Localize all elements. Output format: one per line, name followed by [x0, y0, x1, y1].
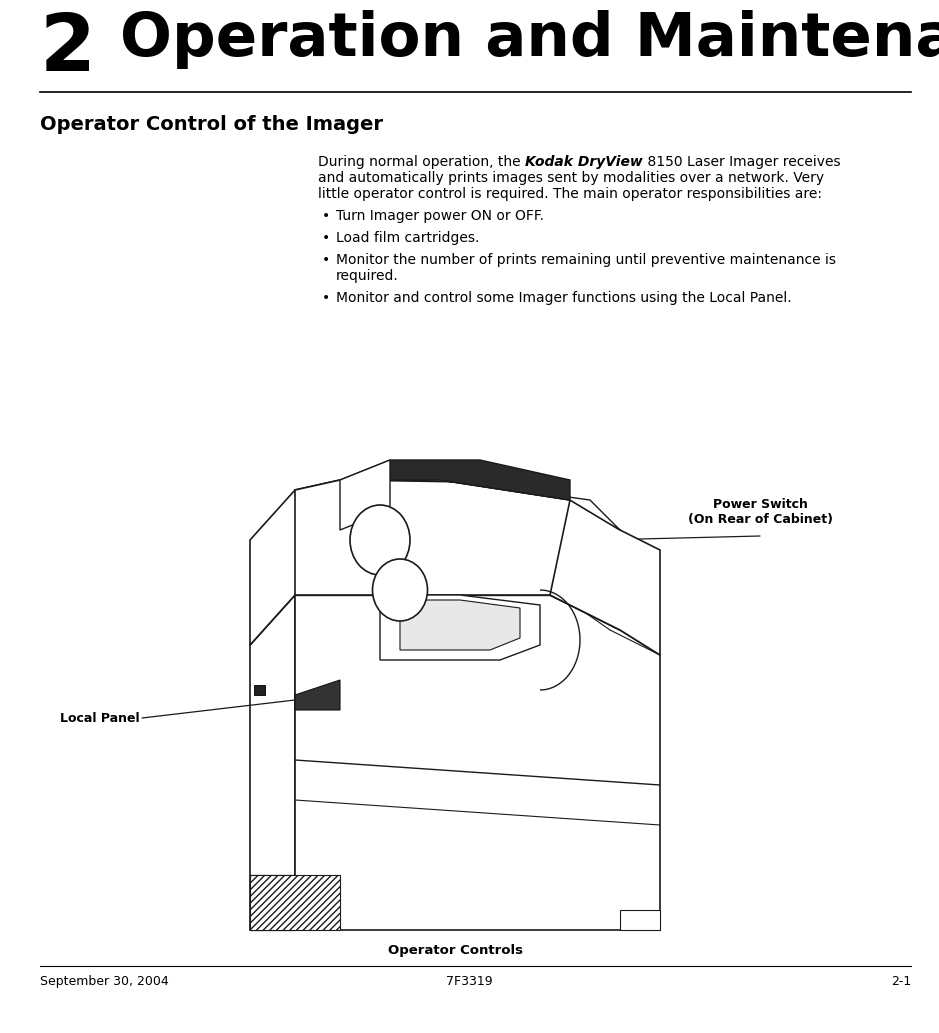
Polygon shape [250, 595, 295, 930]
Polygon shape [550, 500, 660, 655]
Polygon shape [254, 685, 265, 695]
Text: Kodak DryView: Kodak DryView [525, 155, 643, 169]
Text: During normal operation, the: During normal operation, the [318, 155, 525, 169]
Polygon shape [250, 875, 340, 930]
Polygon shape [250, 875, 295, 930]
Text: •: • [322, 291, 331, 305]
Text: •: • [322, 209, 331, 223]
Polygon shape [620, 910, 660, 930]
Text: •: • [322, 253, 331, 267]
Text: and automatically prints images sent by modalities over a network. Very: and automatically prints images sent by … [318, 171, 824, 185]
Text: Local Panel: Local Panel [60, 712, 140, 724]
Text: 8150 Laser Imager receives: 8150 Laser Imager receives [643, 155, 840, 169]
Text: Monitor the number of prints remaining until preventive maintenance is: Monitor the number of prints remaining u… [336, 253, 836, 267]
Text: 2: 2 [40, 10, 96, 88]
Text: 7F3319: 7F3319 [446, 975, 492, 988]
Polygon shape [340, 460, 390, 530]
Polygon shape [250, 480, 340, 645]
Text: Load film cartridges.: Load film cartridges. [336, 231, 480, 245]
Polygon shape [295, 680, 340, 710]
Ellipse shape [350, 505, 410, 575]
Text: Operator Control of the Imager: Operator Control of the Imager [40, 115, 383, 134]
Text: Turn Imager power ON or OFF.: Turn Imager power ON or OFF. [336, 209, 544, 223]
Polygon shape [340, 480, 620, 530]
Text: Power Switch
(On Rear of Cabinet): Power Switch (On Rear of Cabinet) [687, 498, 833, 526]
Polygon shape [295, 480, 620, 630]
Polygon shape [400, 600, 520, 650]
Text: little operator control is required. The main operator responsibilities are:: little operator control is required. The… [318, 187, 822, 201]
Text: Operation and Maintenance: Operation and Maintenance [120, 10, 939, 69]
Polygon shape [380, 595, 540, 660]
Text: Monitor and control some Imager functions using the Local Panel.: Monitor and control some Imager function… [336, 291, 792, 305]
Text: •: • [322, 231, 331, 245]
Polygon shape [250, 875, 295, 930]
Text: required.: required. [336, 269, 399, 283]
Text: 2-1: 2-1 [891, 975, 911, 988]
Text: Operator Controls: Operator Controls [388, 944, 522, 957]
Text: September 30, 2004: September 30, 2004 [40, 975, 169, 988]
Ellipse shape [373, 559, 427, 621]
Polygon shape [295, 595, 660, 930]
Polygon shape [340, 460, 570, 500]
